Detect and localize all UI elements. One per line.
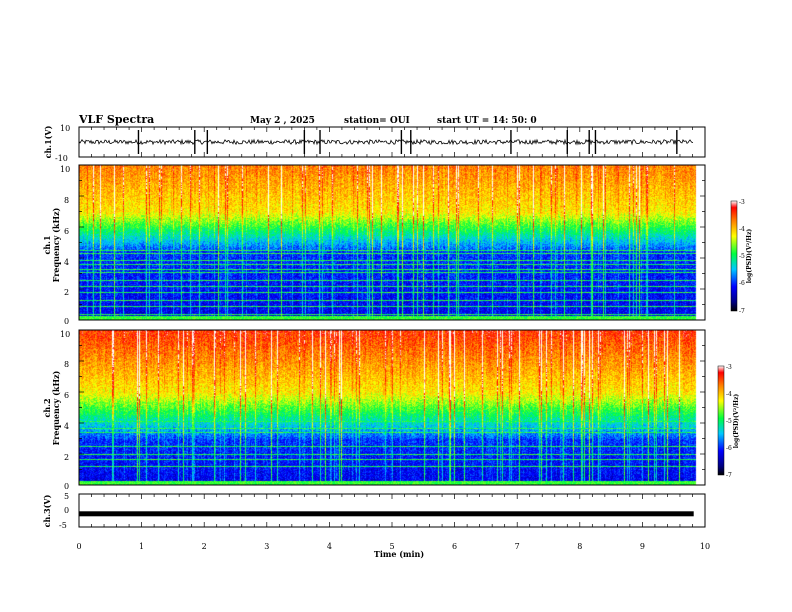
ch2-colorbar-tick-minus5: -5 — [726, 418, 732, 425]
figure-title: VLF Spectra — [78, 113, 154, 126]
ch2-freq-tick-2: 2 — [64, 453, 69, 462]
ch3-voltage-trace — [79, 511, 694, 517]
ch2-spectrogram-panel: 0 2 4 6 8 10 ch.2 Frequency (kHz) -3 -4 … — [42, 329, 740, 491]
time-tick-label: 8 — [577, 542, 582, 551]
ch1-voltage-spikes — [137, 130, 678, 154]
time-tick-label: 1 — [139, 542, 144, 551]
ch1-freq-tick-8: 8 — [64, 196, 69, 205]
ch1-voltage-panel: 10 -10 ch.1(V) — [43, 124, 706, 163]
ch2-spectrogram-yticks — [79, 329, 705, 486]
ch1-freq-tick-4: 4 — [64, 258, 69, 267]
ch1-colorbar-tick-minus3: -3 — [739, 199, 745, 206]
ch2-freq-tick-8: 8 — [64, 360, 69, 369]
ch2-colorbar-label: log(PSD)(V²/Hz) — [733, 394, 740, 449]
time-tick-label: 0 — [76, 542, 81, 551]
time-tick-label: 9 — [640, 542, 645, 551]
ch1-spectrogram-ylabel-channel: ch.1 — [42, 235, 52, 254]
ch1-colorbar-tick-minus7: -7 — [739, 308, 745, 315]
ch1-colorbar — [730, 200, 738, 312]
time-tick-label: 5 — [389, 542, 394, 551]
ch2-spectrogram-ylabel-frequency: Frequency (kHz) — [51, 370, 61, 445]
ch3-voltage-panel: 5 0 -5 ch.3(V) 0 1 2 3 4 5 6 7 8 9 10 Time (min) — [42, 492, 710, 559]
ch3-ytick-mid: 0 — [64, 506, 69, 515]
ch1-colorbar-tick-minus5: -5 — [739, 253, 745, 260]
ch1-freq-tick-0: 0 — [64, 317, 69, 326]
ch1-ytick-bottom: -10 — [55, 154, 68, 163]
ch1-spectrogram-panel: 0 2 4 6 8 10 ch.1 Frequency (kHz) -3 -4 … — [42, 164, 753, 326]
ch3-ytick-top: 5 — [64, 492, 69, 501]
time-axis-tick-labels: 0 1 2 3 4 5 6 7 8 9 10 — [76, 542, 710, 551]
ch1-ytick-top: 10 — [60, 124, 70, 133]
ch1-voltage-ylabel: ch.1(V) — [43, 125, 53, 158]
ch1-voltage-xticks — [78, 127, 706, 157]
station-label: station= OUI — [344, 116, 410, 126]
date-label: May 2 , 2025 — [250, 116, 315, 126]
ch3-voltage-ylabel: ch.3(V) — [42, 494, 52, 527]
ch2-spectrogram-ylabel-channel: ch.2 — [42, 398, 52, 417]
time-axis-label: Time (min) — [374, 549, 424, 559]
ch1-freq-tick-2: 2 — [64, 288, 69, 297]
ch2-colorbar-tick-minus3: -3 — [726, 364, 732, 371]
ch2-colorbar-tick-minus4: -4 — [726, 391, 732, 398]
ch2-freq-tick-6: 6 — [64, 391, 69, 400]
time-tick-label: 3 — [264, 542, 269, 551]
time-tick-label: 2 — [202, 542, 207, 551]
ch1-spectrogram-image — [79, 165, 705, 320]
ch1-spectrogram-yticks — [79, 164, 705, 321]
ch1-colorbar-label: log(PSD)(V²/Hz) — [746, 229, 753, 284]
ch2-colorbar — [717, 365, 725, 476]
ch1-freq-tick-10: 10 — [60, 165, 70, 174]
ch2-colorbar-tick-minus6: -6 — [726, 445, 732, 452]
time-tick-label: 4 — [327, 542, 332, 551]
ch1-freq-tick-6: 6 — [64, 227, 69, 236]
time-tick-label: 10 — [700, 542, 710, 551]
ch1-colorbar-tick-minus6: -6 — [739, 280, 745, 287]
ch2-freq-tick-0: 0 — [64, 482, 69, 491]
ch1-voltage-trace — [78, 138, 694, 146]
ch2-freq-tick-4: 4 — [64, 422, 69, 431]
ch1-spectrogram-ylabel-frequency: Frequency (kHz) — [51, 207, 61, 282]
start-time-label: start UT = 14: 50: 0 — [437, 116, 537, 126]
ch3-ytick-bottom: -5 — [59, 521, 67, 530]
time-tick-label: 7 — [515, 542, 520, 551]
ch2-colorbar-tick-minus7: -7 — [726, 472, 732, 479]
ch2-spectrogram-image — [79, 330, 705, 485]
time-tick-label: 6 — [452, 542, 457, 551]
ch3-voltage-xticks — [78, 494, 706, 527]
ch2-freq-tick-10: 10 — [60, 330, 70, 339]
ch1-colorbar-tick-minus4: -4 — [739, 226, 745, 233]
